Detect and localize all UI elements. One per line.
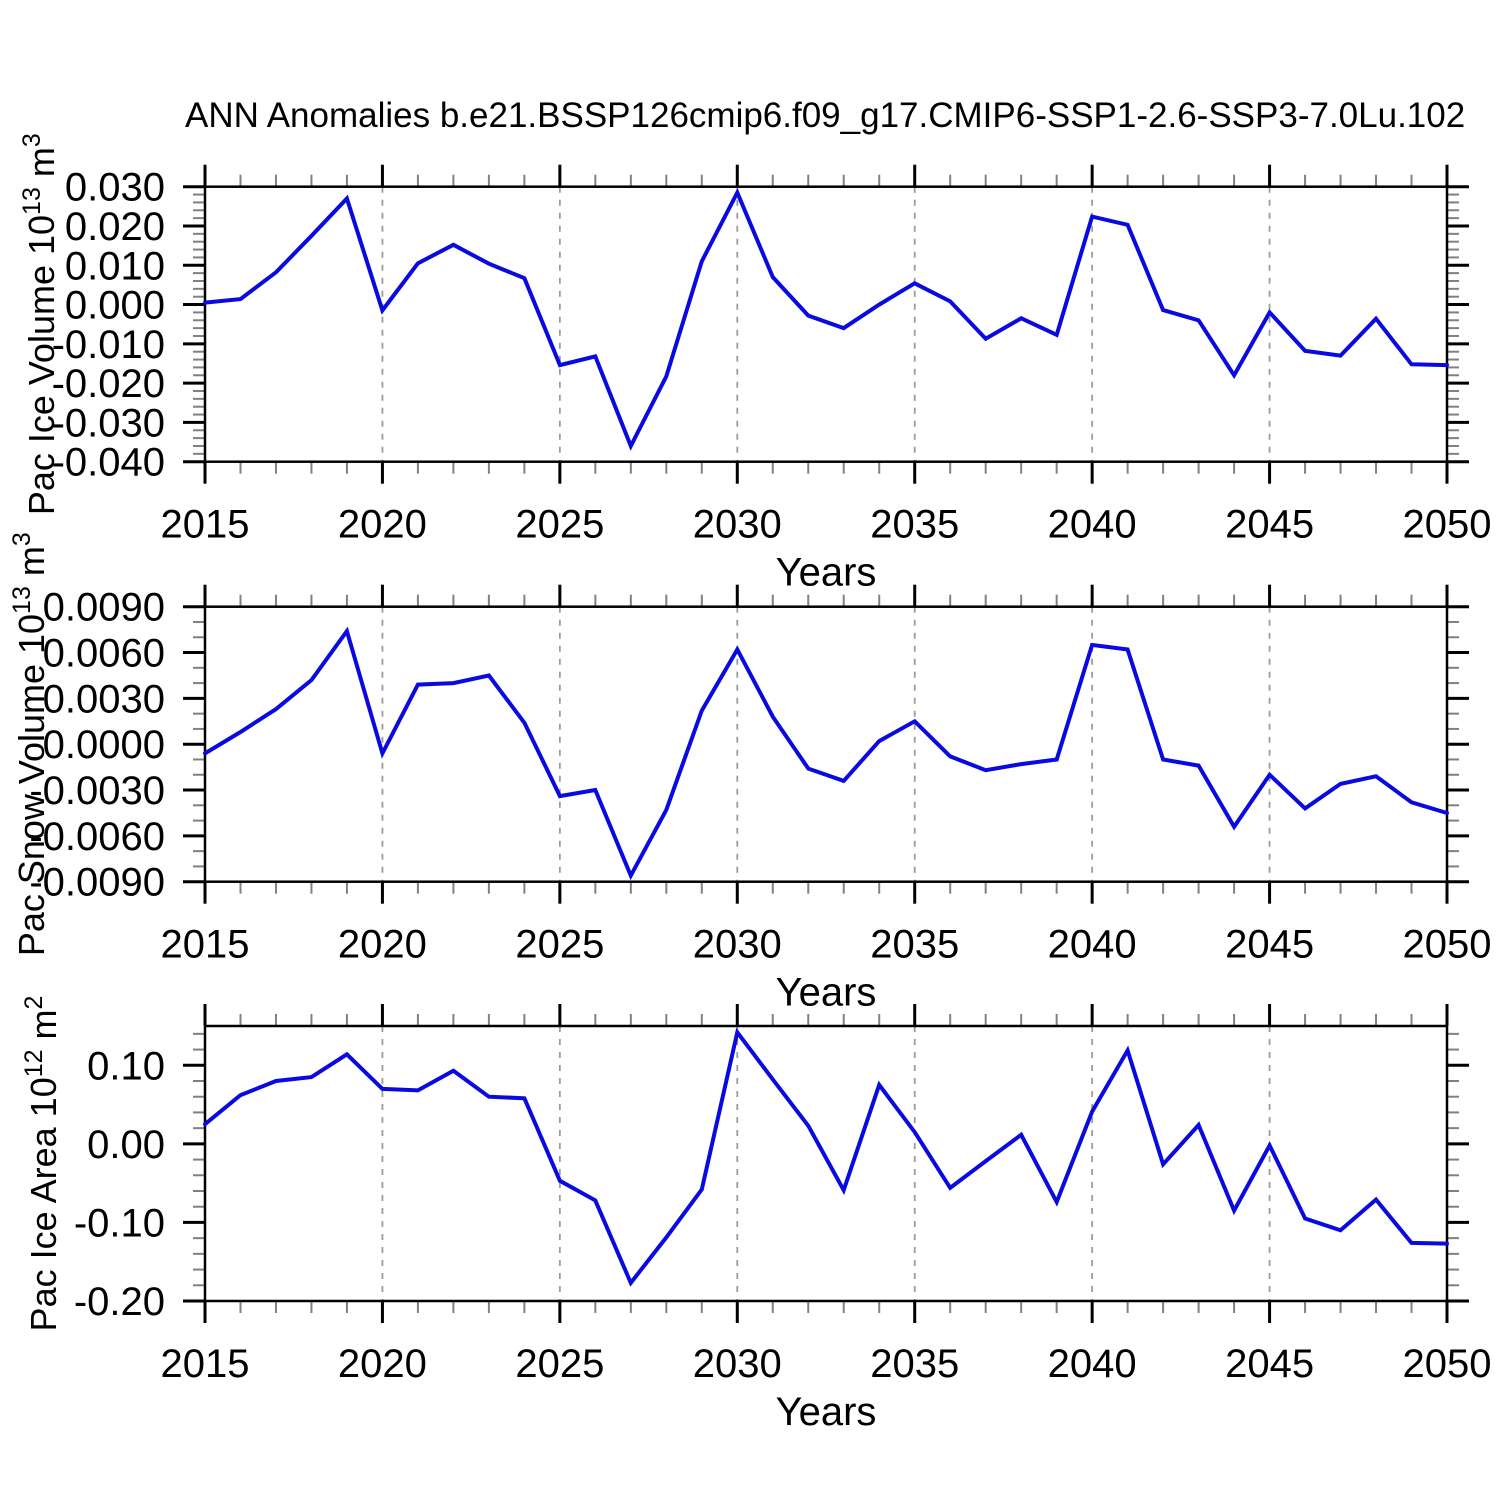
y-tick-label: -0.0090 <box>29 861 165 905</box>
x-tick-label: 2035 <box>870 1342 959 1386</box>
chart-pac-ice-area: 2015 2020 2025 2030 2035 2040 2045 2050 0.10 0.00… <box>20 996 1491 1434</box>
x-tick-label: 2015 <box>161 1342 250 1386</box>
x-tick-label: 2030 <box>693 923 782 967</box>
y-axis-title: Pac Ice Area 1012 m2 <box>20 996 64 1332</box>
x-tick-label: 2050 <box>1403 503 1492 547</box>
x-tick-label: 2040 <box>1048 1342 1137 1386</box>
y-tick-label: 0.0090 <box>43 586 165 630</box>
y-tick-label: -0.10 <box>74 1201 165 1245</box>
y-tick-label: 0.010 <box>65 244 165 288</box>
figure-title: ANN Anomalies b.e21.BSSP126cmip6.f09_g17… <box>185 96 1466 135</box>
y-tick-label: 0.0060 <box>43 632 165 676</box>
x-tick-label: 2020 <box>338 923 427 967</box>
y-tick-label: -0.040 <box>52 441 165 485</box>
x-axis-title: Years <box>776 971 877 1015</box>
chart-pac-ice-volume: 2015 2020 2025 2030 2035 2040 2045 20500.0300.0… <box>18 133 1491 594</box>
x-tick-label: 2015 <box>161 923 250 967</box>
x-tick-label: 2020 <box>338 503 427 547</box>
y-tick-label: -0.20 <box>74 1280 165 1324</box>
y-axis-title: Pac Ice Volume 1013 m3 <box>18 133 62 515</box>
x-tick-label: 2040 <box>1048 923 1137 967</box>
x-tick-label: 2035 <box>870 503 959 547</box>
x-tick-label: 2035 <box>870 923 959 967</box>
y-tick-label: -0.010 <box>52 323 165 367</box>
y-tick-label: 0.030 <box>65 166 165 210</box>
x-tick-label: 2020 <box>338 1342 427 1386</box>
x-axis-title: Years <box>776 1390 877 1434</box>
plot-border <box>203 185 1449 463</box>
y-tick-label: 0.0030 <box>43 677 165 721</box>
x-tick-label: 2030 <box>693 1342 782 1386</box>
x-tick-label: 2015 <box>161 503 250 547</box>
chart-pac-snow-volume: 2015 2020 2025 2030 2035 2040 2045 20500.00900.… <box>8 532 1491 1014</box>
x-tick-label: 2050 <box>1403 923 1492 967</box>
y-tick-label: -0.0060 <box>29 815 165 859</box>
x-tick-label: 2045 <box>1225 503 1314 547</box>
y-axis-title: Pac Snow Volume 1013 m3 <box>8 532 52 956</box>
y-tick-label: -0.020 <box>52 362 165 406</box>
y-tick-label: 0.10 <box>87 1044 165 1088</box>
data-line-pac-ice-volume <box>203 187 1449 451</box>
x-tick-label: 2045 <box>1225 1342 1314 1386</box>
y-tick-label: -0.030 <box>52 401 165 445</box>
y-tick-label: 0.00 <box>87 1123 165 1167</box>
plot-border <box>203 605 1449 883</box>
y-tick-label: 0.0000 <box>43 723 165 767</box>
x-tick-label: 2025 <box>515 503 604 547</box>
x-tick-label: 2025 <box>515 923 604 967</box>
y-tick-label: 0.020 <box>65 205 165 249</box>
data-line-pac-snow-volume <box>203 626 1449 881</box>
y-tick-label: -0.0030 <box>29 769 165 813</box>
x-tick-label: 2025 <box>515 1342 604 1386</box>
x-axis-title: Years <box>776 551 877 595</box>
x-tick-label: 2030 <box>693 503 782 547</box>
x-tick-label: 2045 <box>1225 923 1314 967</box>
x-tick-label: 2050 <box>1403 1342 1492 1386</box>
y-tick-label: 0.000 <box>65 284 165 328</box>
plot-border <box>203 1024 1449 1303</box>
data-line-pac-ice-area <box>203 1027 1449 1287</box>
x-tick-label: 2040 <box>1048 503 1137 547</box>
